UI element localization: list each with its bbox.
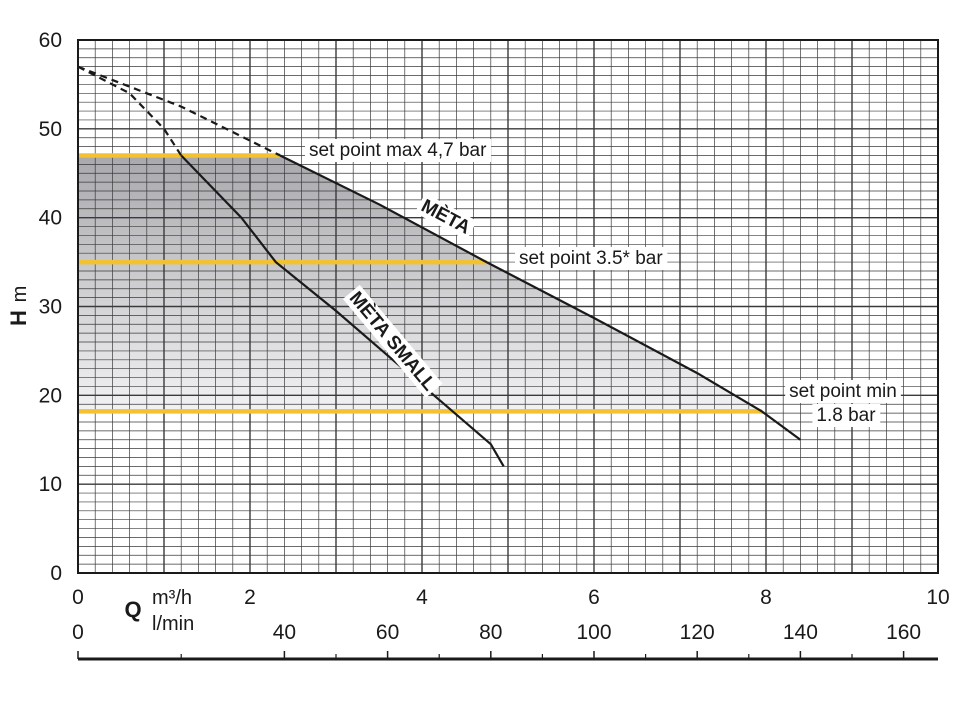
x-secondary-tick-label: 40 [273,621,296,644]
x-secondary-tick-label: 160 [886,621,921,644]
y-tick-label: 50 [39,118,62,141]
x-axis-unit-secondary: l/min [152,613,194,635]
set-point-mid-label-group: set point 3.5* bar [515,247,668,270]
set-point-min-label-line2-bg [812,404,881,427]
y-tick-label: 40 [39,207,62,230]
curve-label-meta-bg [414,193,478,241]
set-point-min-label-line2: 1.8 bar [816,405,876,426]
x-secondary-tick-label: 140 [783,621,818,644]
set-point-min-label-line2-group: 1.8 bar [812,404,881,427]
curve-label-meta-small-bg [342,284,443,398]
x-secondary-tick-label: 80 [479,621,502,644]
x-axis-unit-primary: m³/h [152,587,192,609]
set-point-max-label-group: set point max 4,7 bar [305,139,492,162]
y-axis-unit: m [9,286,31,303]
curve-meta-small-line [180,154,505,467]
y-tick-label: 10 [39,473,62,496]
x-axis-label: Q [124,597,141,622]
curve-meta-line [279,154,802,441]
operating-region [78,155,762,412]
y-tick-label: 30 [39,296,62,319]
set-point-mid-label-bg [515,247,668,270]
x-secondary-tick-label: 120 [680,621,715,644]
set-point-min-label-line1-group: set point min [785,380,901,403]
set-point-mid-label: set point 3.5* bar [519,248,663,269]
x-tick-label: 10 [926,586,949,609]
curve-meta-small-dashed [77,65,183,157]
plot-frame [77,39,939,574]
x-tick-label: 2 [244,586,256,609]
set-point-max-label: set point max 4,7 bar [309,140,487,161]
x-tick-label: 6 [588,586,600,609]
set-point-max-label-bg [305,139,492,162]
x-secondary-tick-label: 100 [576,621,611,644]
y-axis-label: H [6,310,31,326]
x-tick-label: 0 [72,586,84,609]
y-tick-label: 20 [39,384,62,407]
x-secondary-tick-label: 0 [72,621,84,644]
set-point-min-label-line1: set point min [789,381,897,402]
x-tick-label: 8 [760,586,772,609]
y-tick-label: 60 [39,29,62,52]
curve-meta-dashed [77,65,281,157]
y-tick-label: 0 [50,562,62,585]
y-axis-title: Hm [6,286,31,326]
x-secondary-tick-label: 60 [376,621,399,644]
set-point-min-label-line1-bg [785,380,901,403]
x-tick-label: 4 [416,586,428,609]
